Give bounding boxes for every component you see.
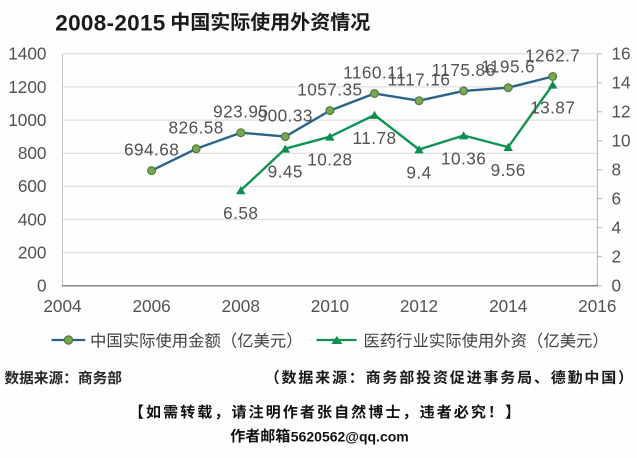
svg-text:1117.16: 1117.16 <box>388 70 451 90</box>
svg-text:1000: 1000 <box>8 110 46 130</box>
svg-text:400: 400 <box>18 209 47 229</box>
svg-text:10.28: 10.28 <box>307 150 352 170</box>
svg-text:9.45: 9.45 <box>268 162 303 182</box>
svg-text:9.56: 9.56 <box>491 160 526 180</box>
svg-text:1262.7: 1262.7 <box>525 45 580 65</box>
svg-text:10: 10 <box>612 131 631 151</box>
svg-text:13.87: 13.87 <box>530 98 575 118</box>
svg-text:11.78: 11.78 <box>353 128 397 148</box>
svg-text:12: 12 <box>612 102 631 122</box>
svg-text:2010: 2010 <box>311 296 349 316</box>
svg-text:2012: 2012 <box>400 296 438 316</box>
svg-text:800: 800 <box>18 143 47 163</box>
svg-text:2014: 2014 <box>489 296 528 316</box>
svg-text:6.58: 6.58 <box>223 203 258 223</box>
svg-text:900.33: 900.33 <box>258 106 313 126</box>
svg-text:2: 2 <box>612 247 622 267</box>
svg-text:2008-2015: 2008-2015 <box>55 10 165 35</box>
svg-text:2004: 2004 <box>43 296 82 316</box>
svg-text:2016: 2016 <box>578 296 616 316</box>
svg-text:826.58: 826.58 <box>169 118 224 138</box>
svg-text:10.36: 10.36 <box>441 148 486 168</box>
svg-text:4: 4 <box>612 218 622 238</box>
svg-text:2006: 2006 <box>132 296 170 316</box>
svg-text:200: 200 <box>18 243 47 263</box>
svg-text:2008: 2008 <box>222 296 260 316</box>
svg-text:1175.86: 1175.86 <box>432 60 496 80</box>
svg-text:600: 600 <box>18 176 47 196</box>
svg-text:1160.11: 1160.11 <box>343 62 406 82</box>
svg-text:1057.35: 1057.35 <box>297 80 362 100</box>
svg-text:694.68: 694.68 <box>124 140 179 160</box>
svg-text:1400: 1400 <box>8 44 46 64</box>
svg-text:5620562@qq.com: 5620562@qq.com <box>291 428 409 444</box>
svg-text:6: 6 <box>612 189 622 209</box>
svg-text:9.4: 9.4 <box>406 162 431 182</box>
svg-text:1195.6: 1195.6 <box>481 57 535 77</box>
svg-text:14: 14 <box>612 73 632 93</box>
svg-text:8: 8 <box>612 160 622 180</box>
svg-text:1200: 1200 <box>8 77 46 97</box>
svg-text:0: 0 <box>612 276 622 296</box>
svg-text:16: 16 <box>612 44 631 64</box>
svg-text:0: 0 <box>37 276 47 296</box>
svg-text:923.95: 923.95 <box>213 102 268 122</box>
